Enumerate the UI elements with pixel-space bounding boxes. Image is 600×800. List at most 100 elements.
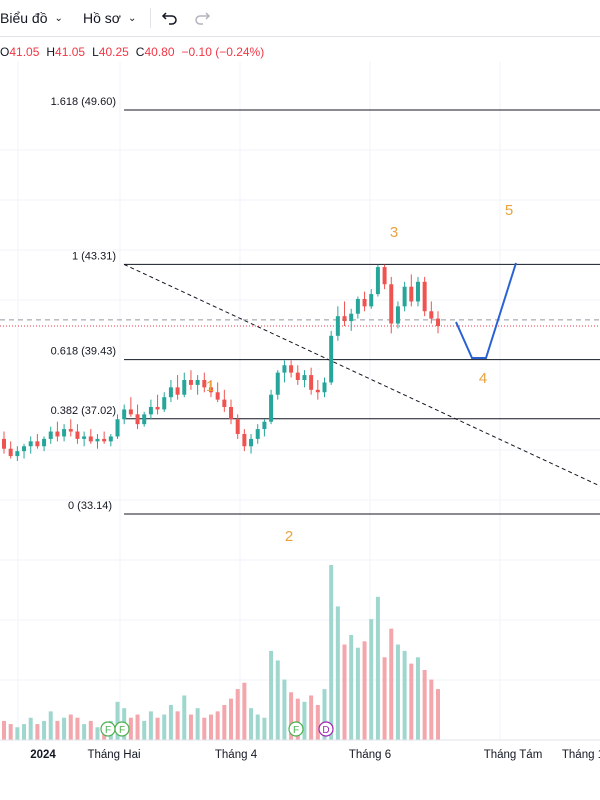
volume-bar bbox=[322, 689, 327, 740]
profile-menu-button[interactable]: Hồ sơ ⌄ bbox=[83, 8, 136, 28]
candle-body bbox=[335, 316, 340, 336]
candle-body bbox=[142, 414, 147, 425]
candle-body bbox=[182, 379, 187, 395]
candle-body bbox=[115, 419, 120, 437]
event-marker bbox=[114, 721, 130, 737]
candle-body bbox=[2, 438, 6, 449]
volume-bar bbox=[15, 727, 20, 740]
volume-bar bbox=[182, 695, 187, 740]
candle-body bbox=[349, 313, 354, 322]
candle-body bbox=[395, 306, 400, 324]
volume-bar bbox=[302, 701, 307, 740]
fib-level-label: 1.618 (49.60) bbox=[51, 96, 116, 108]
time-axis-label: Tháng Hai bbox=[87, 749, 140, 761]
candle-body bbox=[175, 387, 180, 395]
candle-body bbox=[409, 286, 414, 302]
time-axis-label: 2024 bbox=[30, 749, 56, 761]
high-key: H bbox=[46, 45, 56, 59]
volume-bar bbox=[155, 717, 160, 740]
redo-icon[interactable] bbox=[192, 8, 212, 28]
volume-bar bbox=[249, 708, 254, 740]
toolbar-divider bbox=[150, 8, 151, 28]
volume-bar bbox=[269, 650, 274, 740]
time-axis-label: Tháng Tám bbox=[484, 749, 543, 761]
volume-bar bbox=[369, 619, 374, 740]
candle-body bbox=[48, 431, 53, 439]
volume-bar bbox=[48, 711, 53, 740]
volume-bar bbox=[215, 711, 220, 740]
candle-body bbox=[128, 409, 133, 415]
candle-body bbox=[222, 399, 227, 407]
event-marker-label: F bbox=[105, 725, 111, 736]
wave-label: 3 bbox=[390, 224, 398, 241]
volume-bar bbox=[382, 657, 387, 740]
fib-level-label: 1 (43.31) bbox=[72, 250, 116, 262]
change-value: −0.10 (−0.24%) bbox=[181, 45, 265, 59]
volume-bar bbox=[75, 717, 80, 740]
candle-body bbox=[282, 365, 287, 373]
undo-icon[interactable] bbox=[160, 8, 180, 28]
candle-body bbox=[202, 379, 207, 388]
volume-bar bbox=[222, 705, 227, 740]
candle-body bbox=[382, 267, 387, 285]
candle-body bbox=[28, 441, 33, 447]
volume-bar bbox=[329, 565, 334, 740]
candle-body bbox=[329, 335, 334, 383]
candle-body bbox=[135, 414, 140, 425]
projection-path bbox=[455, 262, 517, 359]
wave-label: 5 bbox=[505, 202, 513, 219]
candle-body bbox=[162, 397, 167, 410]
volume-bar bbox=[262, 717, 267, 740]
volume-bar bbox=[235, 689, 240, 740]
time-axis-label: Tháng 6 bbox=[349, 749, 391, 761]
candle-body bbox=[102, 438, 107, 442]
volume-bar bbox=[342, 644, 347, 740]
volume-bar bbox=[195, 708, 200, 740]
volume-bar bbox=[68, 714, 73, 740]
wave-label: 4 bbox=[479, 370, 487, 387]
volume-bar bbox=[275, 660, 280, 740]
volume-bar bbox=[175, 711, 180, 740]
volume-bar bbox=[335, 606, 340, 740]
event-marker bbox=[318, 721, 334, 737]
wave-label: 2 bbox=[285, 528, 293, 545]
volume-bar bbox=[436, 689, 440, 740]
volume-bar bbox=[55, 720, 60, 740]
candle-body bbox=[68, 429, 73, 432]
candle-body bbox=[122, 409, 127, 420]
low-value: 40.25 bbox=[98, 45, 129, 59]
volume-bar bbox=[355, 647, 360, 740]
candle-body bbox=[315, 389, 320, 393]
chart-menu-label: Biểu đồ bbox=[0, 10, 48, 26]
candle-body bbox=[229, 406, 234, 420]
volume-bar bbox=[115, 701, 120, 740]
candle-body bbox=[235, 419, 240, 434]
volume-bar bbox=[82, 724, 87, 740]
chart-menu-button[interactable]: Biểu đồ ⌄ bbox=[0, 8, 63, 28]
volume-bar bbox=[349, 635, 354, 740]
candle-body bbox=[195, 379, 200, 385]
volume-bar bbox=[389, 628, 394, 740]
profile-menu-label: Hồ sơ bbox=[83, 10, 121, 26]
open-key: O bbox=[0, 45, 10, 59]
event-marker-label: D bbox=[322, 725, 329, 736]
wave-label: 1 bbox=[206, 378, 214, 395]
fib-level-label: 0.618 (39.43) bbox=[51, 346, 116, 358]
volume-bar bbox=[295, 698, 300, 740]
candle-body bbox=[302, 375, 307, 380]
volume-bar bbox=[375, 596, 380, 740]
volume-bar bbox=[208, 714, 213, 740]
volume-bar bbox=[62, 717, 67, 740]
candle-body bbox=[88, 436, 93, 442]
candle-body bbox=[309, 375, 314, 390]
volume-bar bbox=[8, 724, 13, 740]
candle-body bbox=[215, 392, 220, 400]
event-marker bbox=[288, 721, 304, 737]
candle-body bbox=[82, 436, 87, 439]
candle-body bbox=[95, 438, 100, 442]
chevron-down-icon: ⌄ bbox=[127, 12, 137, 24]
candle-body bbox=[289, 365, 294, 373]
event-marker-label: F bbox=[293, 725, 299, 736]
volume-bar bbox=[289, 692, 294, 740]
